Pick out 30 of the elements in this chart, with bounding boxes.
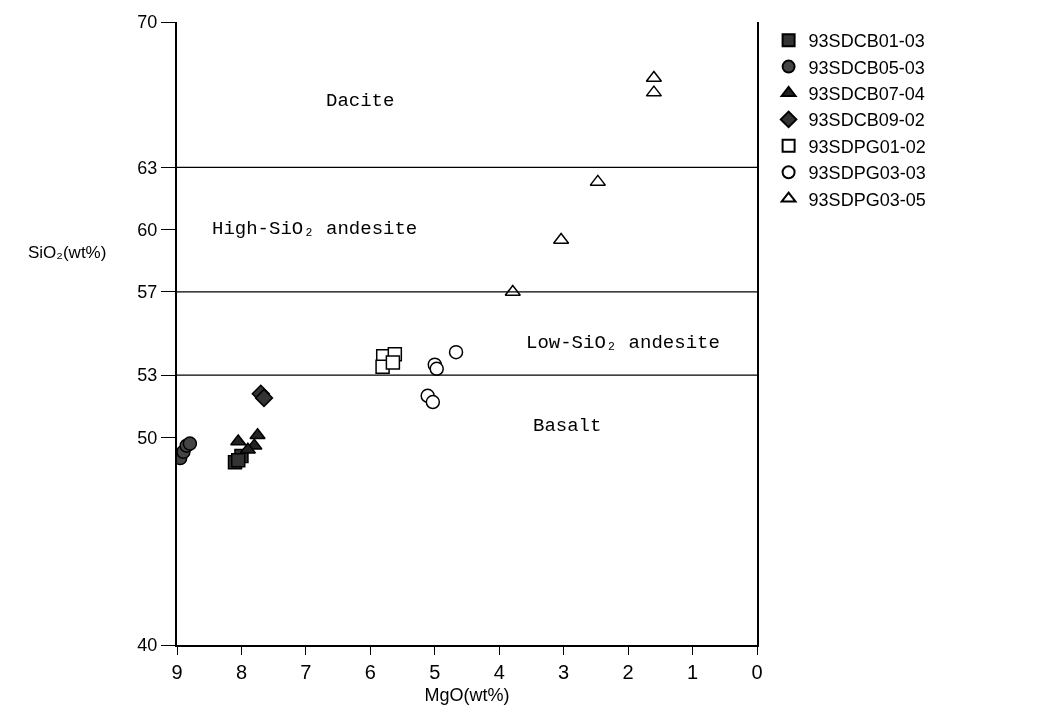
- y-tick-label: 60: [137, 219, 158, 240]
- x-tick-label: 1: [687, 661, 699, 683]
- legend-label: 93SDPG03-03: [808, 163, 926, 184]
- legend-label: 93SDCB01-03: [808, 31, 925, 52]
- annotation: Low-SiO₂ andesite: [526, 332, 720, 354]
- y-tick-label: 57: [137, 282, 158, 303]
- y-tick-label: 70: [137, 12, 158, 33]
- legend-label: 93SDCB09-02: [808, 110, 925, 131]
- x-axis-title: MgO(wt%): [424, 684, 510, 705]
- y-axis-title: SiO₂(wt%): [28, 243, 107, 262]
- legend-label: 93SDCB07-04: [808, 84, 925, 105]
- x-tick-label: 9: [171, 661, 183, 683]
- x-tick-label: 0: [751, 661, 763, 683]
- x-tick-label: 3: [558, 661, 570, 683]
- x-tick-label: 5: [429, 661, 441, 683]
- legend-label: 93SDPG01-02: [808, 136, 926, 157]
- y-tick-label: 50: [137, 427, 158, 448]
- y-tick-label: 40: [137, 635, 158, 656]
- x-tick-label: 4: [493, 661, 505, 683]
- x-tick-label: 8: [235, 661, 247, 683]
- legend-label: 93SDPG03-05: [808, 189, 926, 210]
- x-tick-label: 7: [300, 661, 312, 683]
- annotation: Dacite: [326, 90, 395, 112]
- annotation: High-SiO₂ andesite: [212, 218, 418, 240]
- legend-label: 93SDCB05-03: [808, 57, 925, 78]
- x-tick-label: 2: [622, 661, 634, 683]
- annotation: Basalt: [533, 415, 602, 437]
- y-tick-label: 63: [137, 157, 158, 178]
- x-tick-label: 6: [364, 661, 376, 683]
- y-tick-label: 53: [137, 365, 158, 386]
